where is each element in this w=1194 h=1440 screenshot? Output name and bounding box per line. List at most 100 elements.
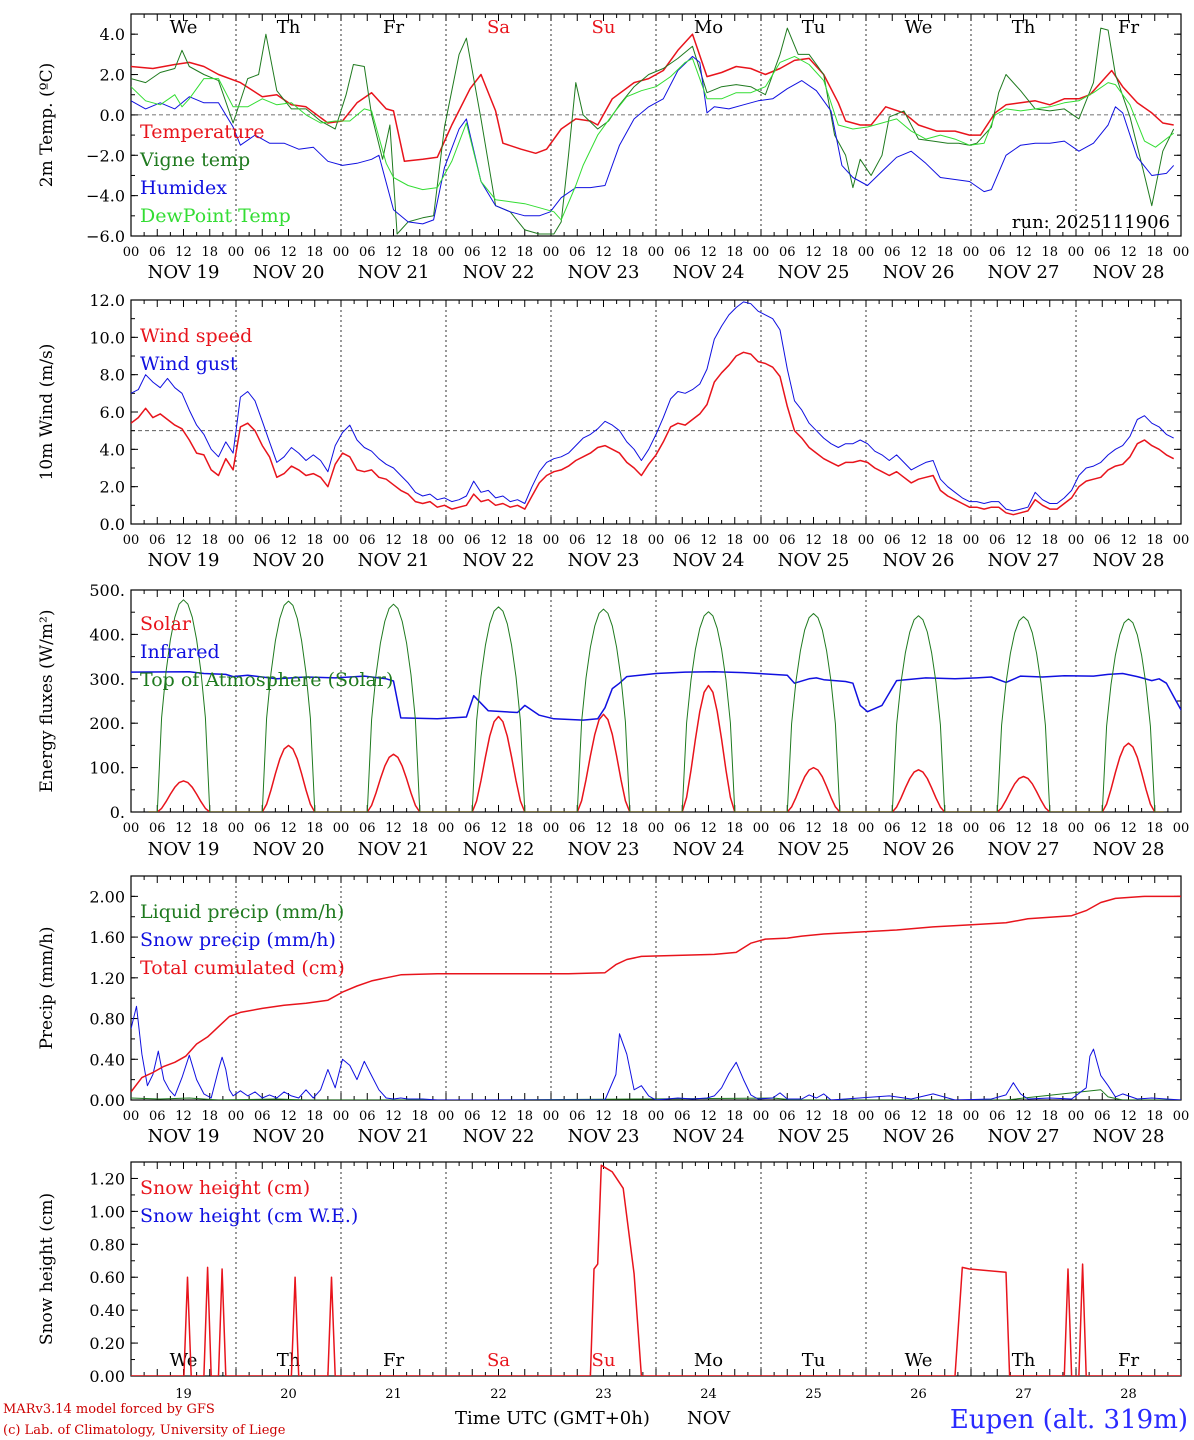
hour-tick-label: 18	[201, 245, 218, 260]
weekday-label: Th	[1012, 1350, 1036, 1371]
hour-tick-label: 00	[753, 533, 770, 548]
hour-tick-label: 06	[464, 245, 481, 260]
month-label: NOV	[687, 1408, 731, 1429]
hour-tick-label: 18	[1146, 821, 1163, 836]
hour-tick-label: 00	[1173, 821, 1190, 836]
hour-tick-label: 06	[674, 1109, 691, 1124]
hour-tick-label: 12	[1015, 533, 1032, 548]
weekday-label: Su	[592, 17, 616, 38]
weekday-label: Tu	[802, 1350, 826, 1371]
legend-entry: Top of Atmosphere (Solar)	[140, 669, 393, 691]
y-tick-label: 400.	[89, 625, 125, 644]
hour-tick-label: 00	[963, 533, 980, 548]
hour-tick-label: 00	[963, 245, 980, 260]
date-label: NOV 27	[988, 1126, 1060, 1147]
hour-tick-label: 00	[753, 1109, 770, 1124]
hour-tick-label: 06	[1094, 821, 1111, 836]
y-tick-label: 0.80	[89, 1235, 125, 1254]
day-number-label: 20	[280, 1387, 297, 1402]
hour-tick-label: 06	[569, 533, 586, 548]
series-temperature	[131, 33, 1174, 163]
series-wind-speed	[131, 351, 1175, 516]
hour-tick-label: 18	[516, 533, 533, 548]
date-label: NOV 23	[568, 550, 640, 571]
weekday-label: Sa	[487, 17, 510, 38]
hour-tick-label: 00	[753, 821, 770, 836]
y-tick-label: 0.80	[89, 1010, 125, 1029]
hour-tick-label: 12	[175, 533, 192, 548]
hour-tick-label: 00	[1068, 1109, 1085, 1124]
weekday-label: Su	[592, 1350, 616, 1371]
hour-tick-label: 18	[411, 1109, 428, 1124]
date-label: NOV 26	[883, 1126, 955, 1147]
hour-tick-label: 18	[306, 245, 323, 260]
hour-tick-label: 18	[831, 821, 848, 836]
hour-tick-label: 00	[1173, 1109, 1190, 1124]
legend-entry: Wind speed	[140, 325, 252, 347]
y-tick-label: 0.00	[89, 1367, 125, 1386]
hour-tick-label: 06	[569, 821, 586, 836]
hour-tick-label: 18	[411, 533, 428, 548]
hour-tick-label: 18	[726, 245, 743, 260]
series-group	[131, 599, 1181, 812]
hour-tick-label: 12	[910, 245, 927, 260]
hour-tick-label: 18	[936, 1109, 953, 1124]
y-tick-label: 200.	[89, 714, 125, 733]
date-label: NOV 20	[253, 550, 325, 571]
date-label: NOV 24	[673, 839, 745, 860]
hour-tick-label: 12	[595, 821, 612, 836]
hour-tick-label: 06	[884, 245, 901, 260]
hour-tick-label: 12	[700, 1109, 717, 1124]
hour-tick-label: 06	[359, 1109, 376, 1124]
legend-entry: Wind gust	[140, 353, 238, 375]
hour-tick-label: 00	[228, 533, 245, 548]
date-label: NOV 25	[778, 839, 850, 860]
legend-entry: DewPoint Temp	[140, 205, 291, 227]
hour-tick-label: 18	[726, 821, 743, 836]
series-dewpoint-temp	[131, 55, 1175, 221]
date-label: NOV 21	[358, 550, 430, 571]
hour-tick-label: 06	[779, 245, 796, 260]
date-label: NOV 22	[463, 839, 535, 860]
date-label: NOV 28	[1093, 839, 1165, 860]
hour-tick-label: 00	[228, 821, 245, 836]
hour-tick-label: 06	[254, 1109, 271, 1124]
hour-tick-label: 00	[228, 245, 245, 260]
date-label: NOV 24	[673, 550, 745, 571]
date-label: NOV 19	[148, 839, 220, 860]
hour-tick-label: 12	[385, 821, 402, 836]
run-label: run: 2025111906	[1012, 212, 1170, 233]
series-humidex	[131, 55, 1175, 225]
y-tick-label: 0.	[110, 803, 125, 822]
series-snow-precip-mm-h	[131, 1005, 1181, 1100]
hour-tick-label: 18	[1041, 1109, 1058, 1124]
hour-tick-label: 00	[1068, 245, 1085, 260]
series-group	[131, 301, 1175, 516]
hour-tick-label: 18	[201, 821, 218, 836]
hour-tick-label: 00	[333, 533, 350, 548]
hour-tick-label: 12	[280, 533, 297, 548]
weekday-label: Fr	[1118, 1350, 1139, 1371]
series-vigne-temp	[131, 27, 1175, 235]
hour-tick-label: 12	[805, 1109, 822, 1124]
hour-tick-label: 18	[936, 821, 953, 836]
hour-tick-label: 06	[359, 821, 376, 836]
hour-tick-label: 00	[333, 245, 350, 260]
day-number-label: 21	[385, 1387, 402, 1402]
hour-tick-label: 18	[306, 533, 323, 548]
station-name: Eupen (alt. 319m)	[950, 1405, 1188, 1435]
hour-tick-label: 12	[910, 533, 927, 548]
series-infrared	[131, 670, 1181, 721]
hour-tick-label: 18	[1041, 245, 1058, 260]
hour-tick-label: 06	[149, 1109, 166, 1124]
series-top-of-atmosphere-solar	[148, 599, 1164, 812]
legend-entry: Snow precip (mm/h)	[140, 929, 336, 951]
hour-tick-label: 00	[648, 245, 665, 260]
date-label: NOV 24	[673, 1126, 745, 1147]
hour-tick-label: 18	[1146, 245, 1163, 260]
hour-tick-label: 18	[726, 1109, 743, 1124]
date-label: NOV 19	[148, 262, 220, 283]
hour-tick-label: 00	[1173, 533, 1190, 548]
date-label: NOV 25	[778, 262, 850, 283]
weekday-label: We	[905, 17, 933, 38]
